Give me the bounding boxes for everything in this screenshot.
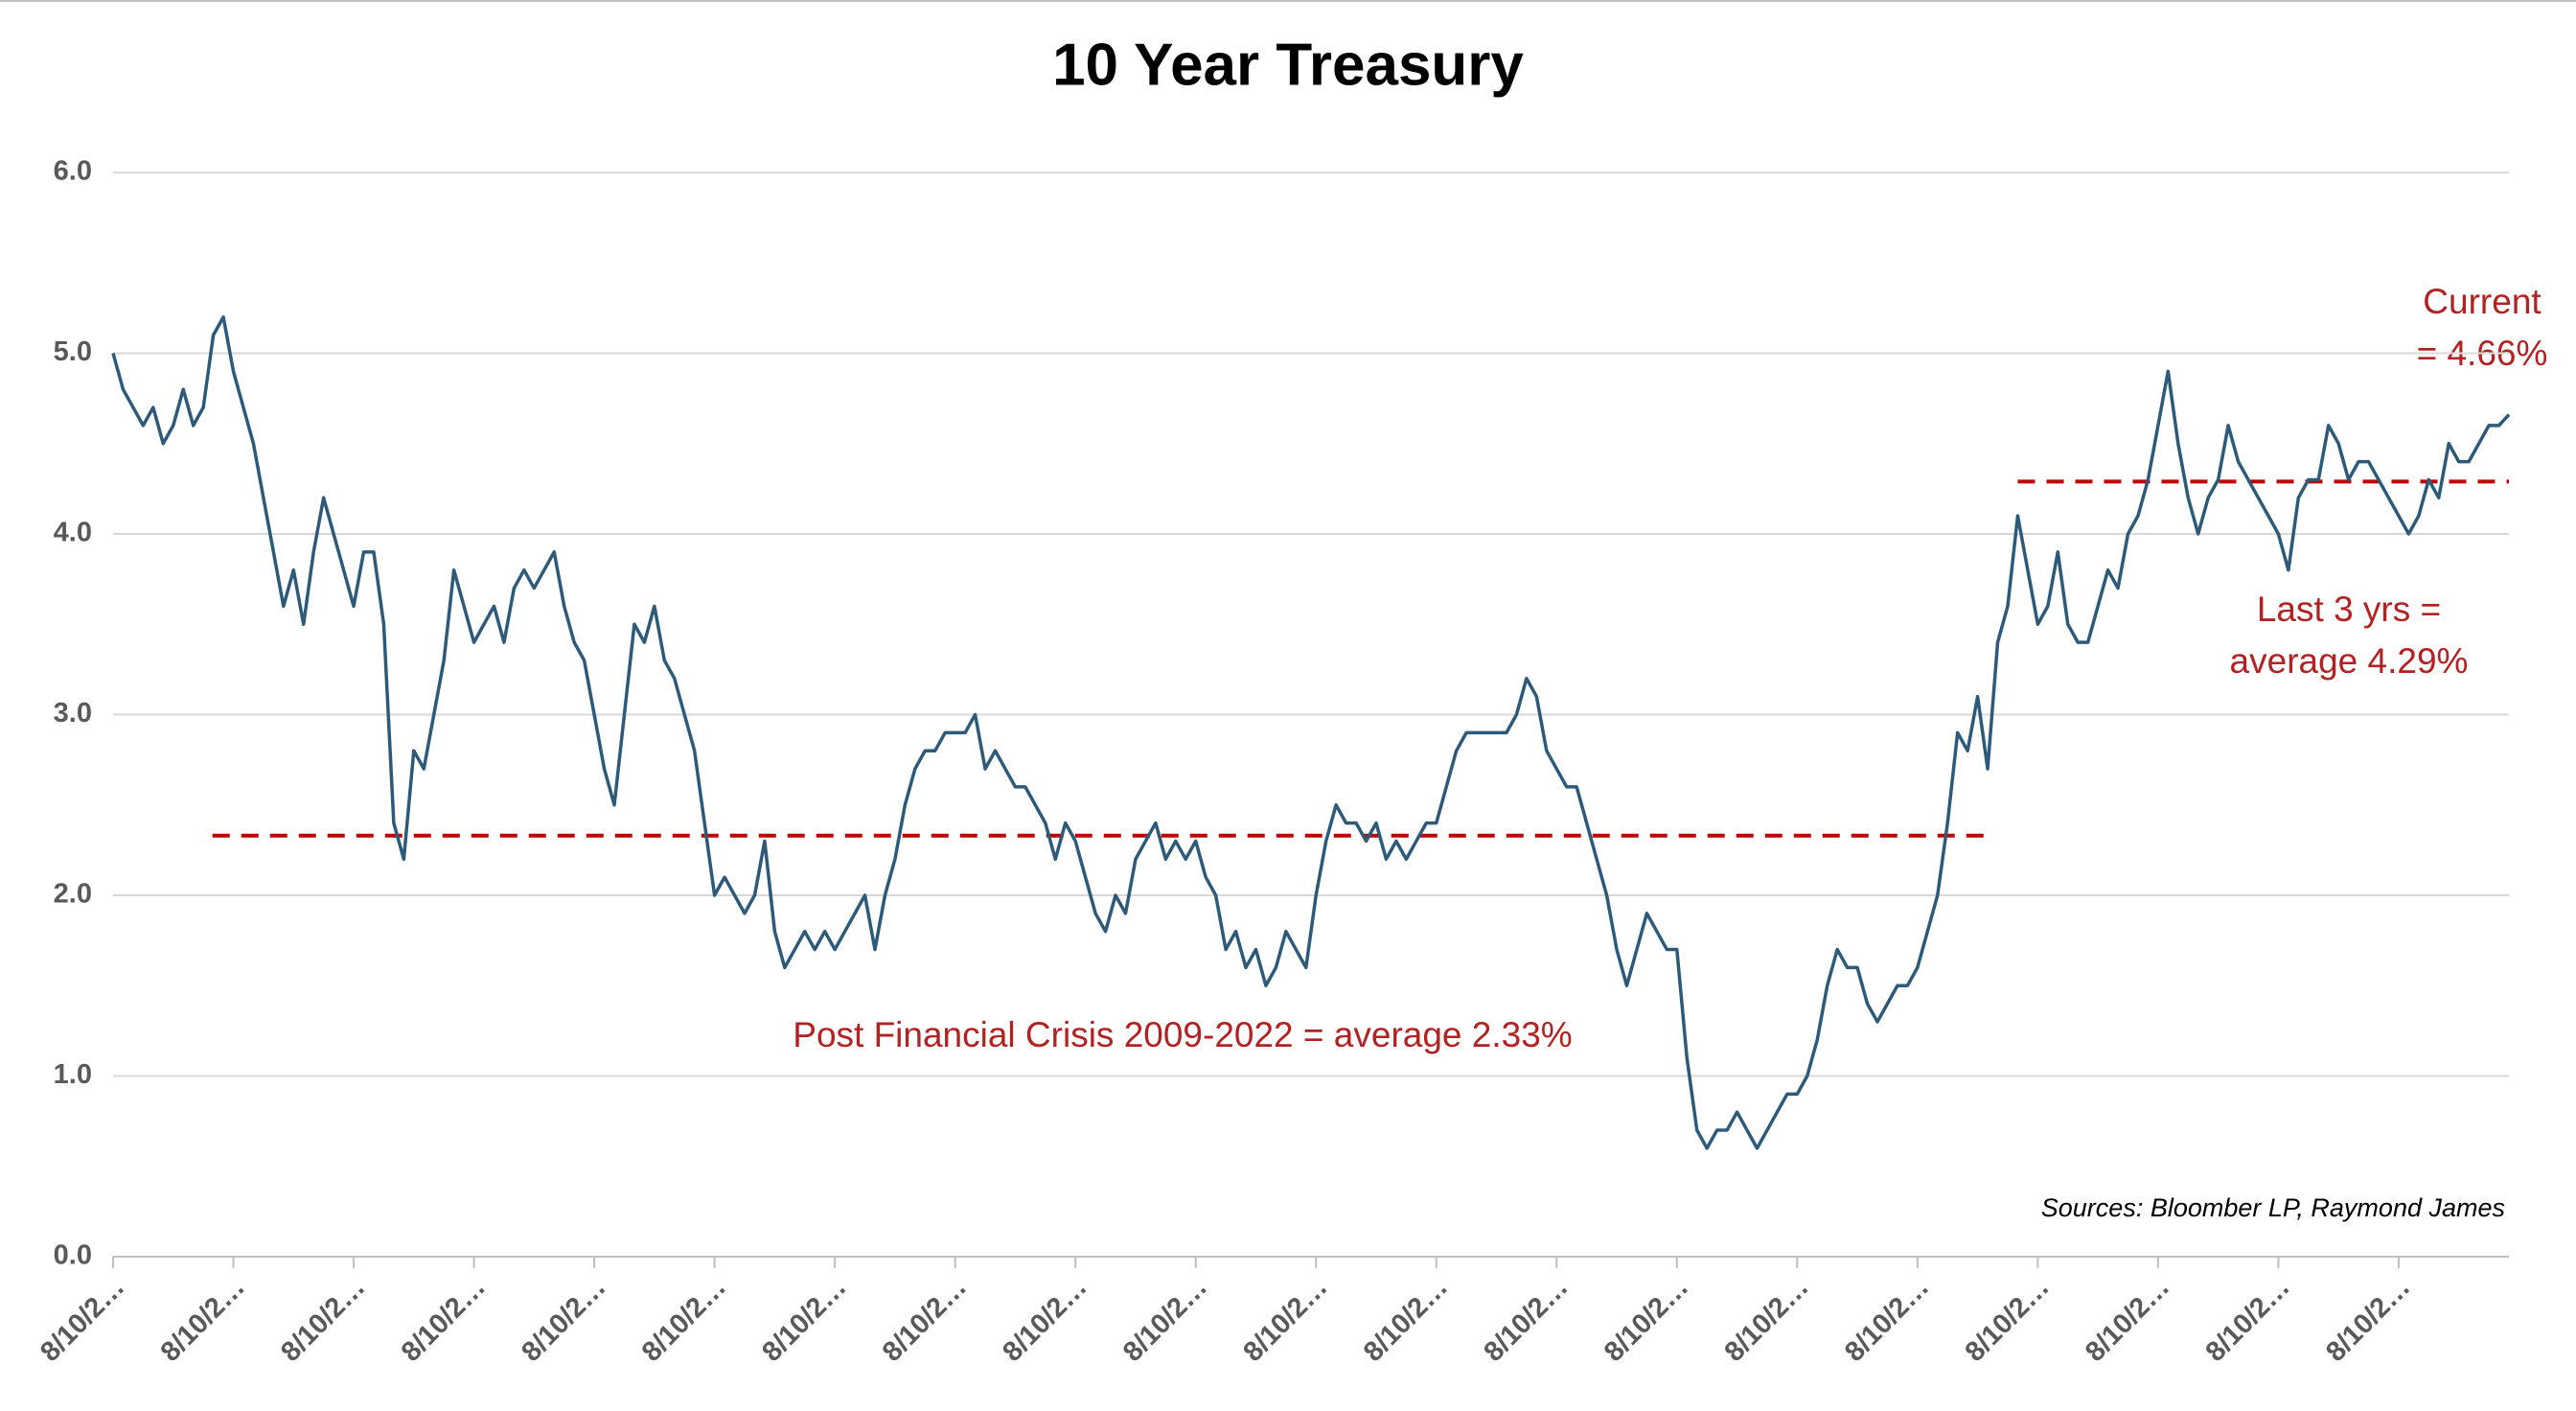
x-tick-label: 8/10/2… (756, 1272, 852, 1368)
x-tick-label: 8/10/2… (636, 1272, 732, 1368)
x-tick-label: 8/10/2… (1478, 1272, 1574, 1368)
x-tick-label: 8/10/2… (1358, 1272, 1454, 1368)
chart-title: 10 Year Treasury (1052, 32, 1524, 98)
x-tick-label: 8/10/2… (1839, 1272, 1935, 1368)
x-tick-label: 8/10/2… (877, 1272, 973, 1368)
x-tick-label: 8/10/2… (1117, 1272, 1213, 1368)
x-tick-label: 8/10/2… (1960, 1272, 2056, 1368)
line (111, 315, 2511, 1150)
x-tick-label: 8/10/2… (2200, 1272, 2296, 1368)
y-tick-label: 2.0 (54, 879, 92, 910)
x-tick-label: 8/10/2… (34, 1272, 130, 1368)
x-tick-label: 8/10/2… (516, 1272, 611, 1368)
x-tick-label: 8/10/2… (2080, 1272, 2175, 1368)
y-tick-label: 1.0 (54, 1059, 92, 1090)
x-tick-label: 8/10/2… (1719, 1272, 1815, 1368)
y-tick-label: 5.0 (54, 336, 92, 367)
x-tick-label: 8/10/2… (1598, 1272, 1694, 1368)
y-tick-label: 4.0 (54, 518, 92, 548)
annotation: Post Financial Crisis 2009-2022 = averag… (793, 1015, 1572, 1054)
x-tick-label: 8/10/2… (1237, 1272, 1333, 1368)
annotation: Current (2423, 282, 2542, 321)
y-tick-label: 6.0 (54, 156, 92, 187)
annotation: Last 3 yrs = (2257, 590, 2441, 629)
x-tick-label: 8/10/2… (997, 1272, 1092, 1368)
y-tick-label: 3.0 (54, 698, 92, 729)
x-tick-label: 8/10/2… (155, 1272, 251, 1368)
x-tick-label: 8/10/2… (2320, 1272, 2416, 1368)
y-tick-label: 0.0 (54, 1240, 92, 1271)
x-tick-label: 8/10/2… (396, 1272, 492, 1368)
source: Sources: Bloomber LP, Raymond James (2041, 1193, 2505, 1222)
annotation: average 4.29% (2230, 641, 2469, 681)
x-tick-label: 8/10/2… (275, 1272, 371, 1368)
